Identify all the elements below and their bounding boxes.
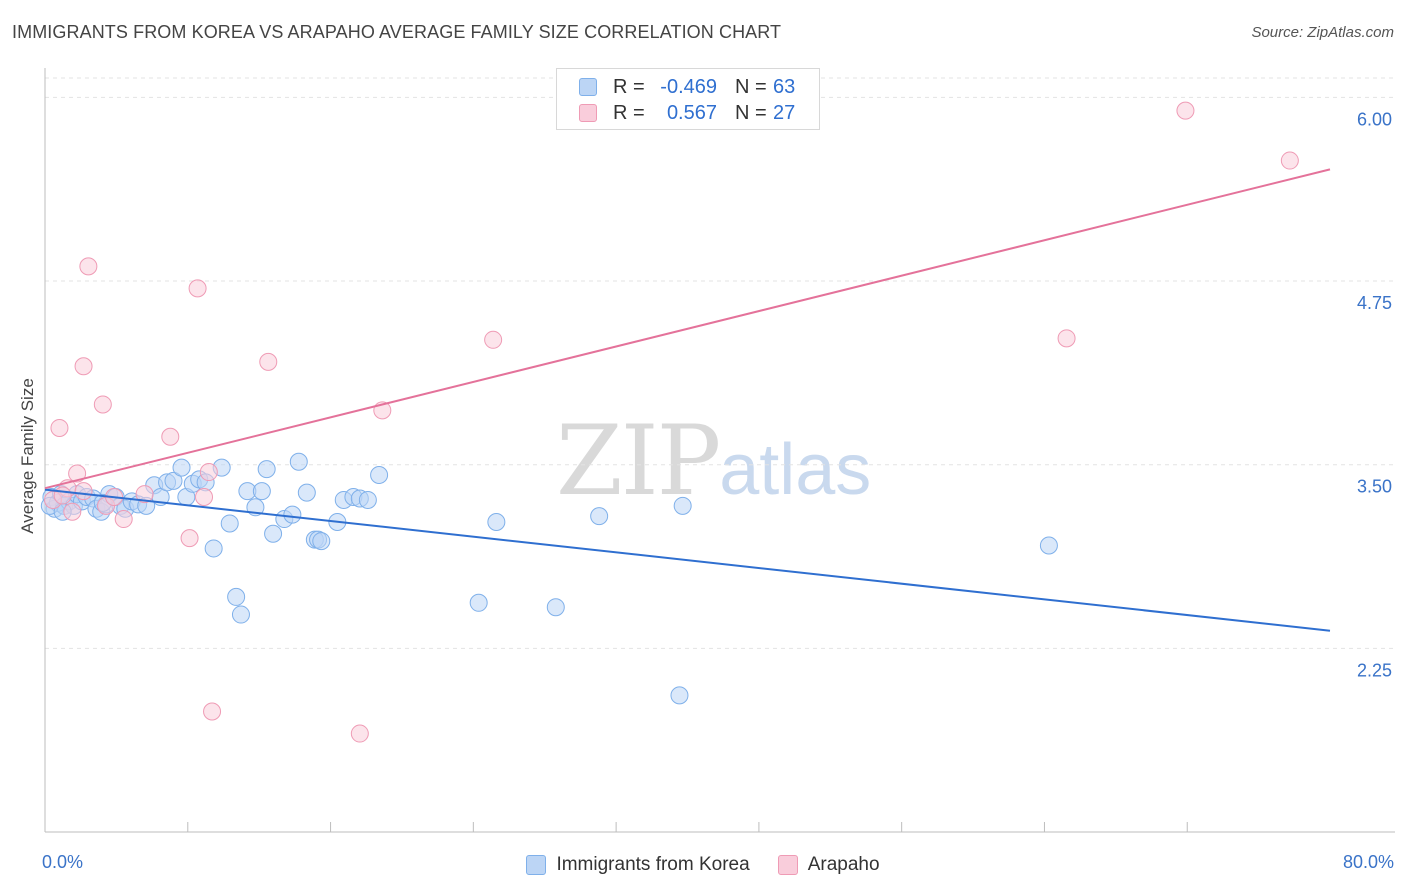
korea-point <box>252 482 271 501</box>
korea-point <box>264 524 283 543</box>
stats-row-korea: R = -0.469 N = 63 <box>579 75 795 99</box>
korea-point <box>469 593 488 612</box>
y-tick-label: 2.25 <box>1357 660 1392 680</box>
korea-point <box>257 460 276 479</box>
arapaho-point <box>1057 329 1076 348</box>
arapaho-point <box>484 330 503 349</box>
korea-point <box>370 465 389 484</box>
r-label: R = <box>613 75 645 98</box>
korea-point <box>297 483 316 502</box>
korea-point <box>231 605 250 624</box>
arapaho-point <box>114 510 133 529</box>
korea-point <box>358 490 377 509</box>
arapaho-point <box>161 427 180 446</box>
arapaho-point <box>53 486 72 505</box>
arapaho-point <box>93 395 112 414</box>
arapaho-swatch <box>579 104 597 122</box>
legend-swatch-korea <box>526 855 547 875</box>
korea-point <box>220 514 239 533</box>
korea-point <box>670 686 689 705</box>
korea-point <box>227 587 246 606</box>
n-label: N = <box>735 75 767 98</box>
korea-swatch <box>579 78 597 96</box>
korea-trend-line <box>44 488 1331 632</box>
legend-swatch-arapaho <box>777 855 798 875</box>
r-value: -0.469 <box>660 75 717 98</box>
legend-label-korea: Immigrants from Korea <box>556 854 750 875</box>
y-tick-label: 3.50 <box>1357 477 1392 497</box>
arapaho-point <box>74 357 93 376</box>
arapaho-point <box>135 485 154 504</box>
arapaho-point <box>68 464 87 483</box>
korea-point <box>164 471 183 490</box>
legend-label-arapaho: Arapaho <box>807 854 880 875</box>
chart-title: IMMIGRANTS FROM KOREA VS ARAPAHO AVERAGE… <box>12 22 782 42</box>
arapaho-point <box>1280 151 1299 170</box>
watermark: ZIPatlas <box>556 405 871 517</box>
arapaho-point <box>195 488 214 507</box>
korea-point <box>1039 536 1058 555</box>
x-tick-label-min: 0.0% <box>42 852 84 872</box>
arapaho-point <box>199 463 218 482</box>
correlation-stats-box: R = -0.469 N = 63 R = 0.567 N = 27 <box>556 68 820 130</box>
arapaho-point <box>203 702 222 721</box>
arapaho-point <box>1176 101 1195 120</box>
korea-point <box>172 458 191 477</box>
legend-item-arapaho[interactable]: Arapaho <box>777 854 880 876</box>
r-label: R = <box>613 101 645 124</box>
arapaho-point <box>50 418 69 437</box>
korea-point <box>204 539 223 558</box>
korea-point <box>289 452 308 471</box>
legend-item-korea[interactable]: Immigrants from Korea <box>526 854 750 876</box>
korea-point <box>590 507 609 526</box>
n-value: 63 <box>773 75 796 98</box>
watermark-atlas: atlas <box>719 430 872 510</box>
arapaho-point <box>180 529 199 548</box>
x-tick-label-max: 80.0% <box>1342 852 1394 872</box>
arapaho-point <box>259 352 278 371</box>
arapaho-trend-line <box>44 168 1331 490</box>
arapaho-point <box>79 257 98 276</box>
korea-point <box>487 512 506 531</box>
korea-point <box>283 505 302 524</box>
korea-point <box>673 496 692 515</box>
r-value: 0.567 <box>666 101 717 124</box>
arapaho-point <box>74 482 93 501</box>
source-attribution: Source: ZipAtlas.com <box>1251 24 1394 41</box>
y-tick-label: 6.00 <box>1357 109 1392 129</box>
korea-point <box>312 532 331 551</box>
n-value: 27 <box>773 101 796 124</box>
stats-row-arapaho: R = 0.567 N = 27 <box>579 101 795 125</box>
y-tick-label: 4.75 <box>1357 293 1392 313</box>
watermark-zip: ZIP <box>556 405 721 517</box>
arapaho-point <box>350 724 369 743</box>
arapaho-point <box>63 502 82 521</box>
legend: Immigrants from Korea Arapaho <box>0 852 1406 878</box>
n-label: N = <box>735 101 767 124</box>
arapaho-point <box>188 279 207 298</box>
korea-point <box>546 598 565 617</box>
